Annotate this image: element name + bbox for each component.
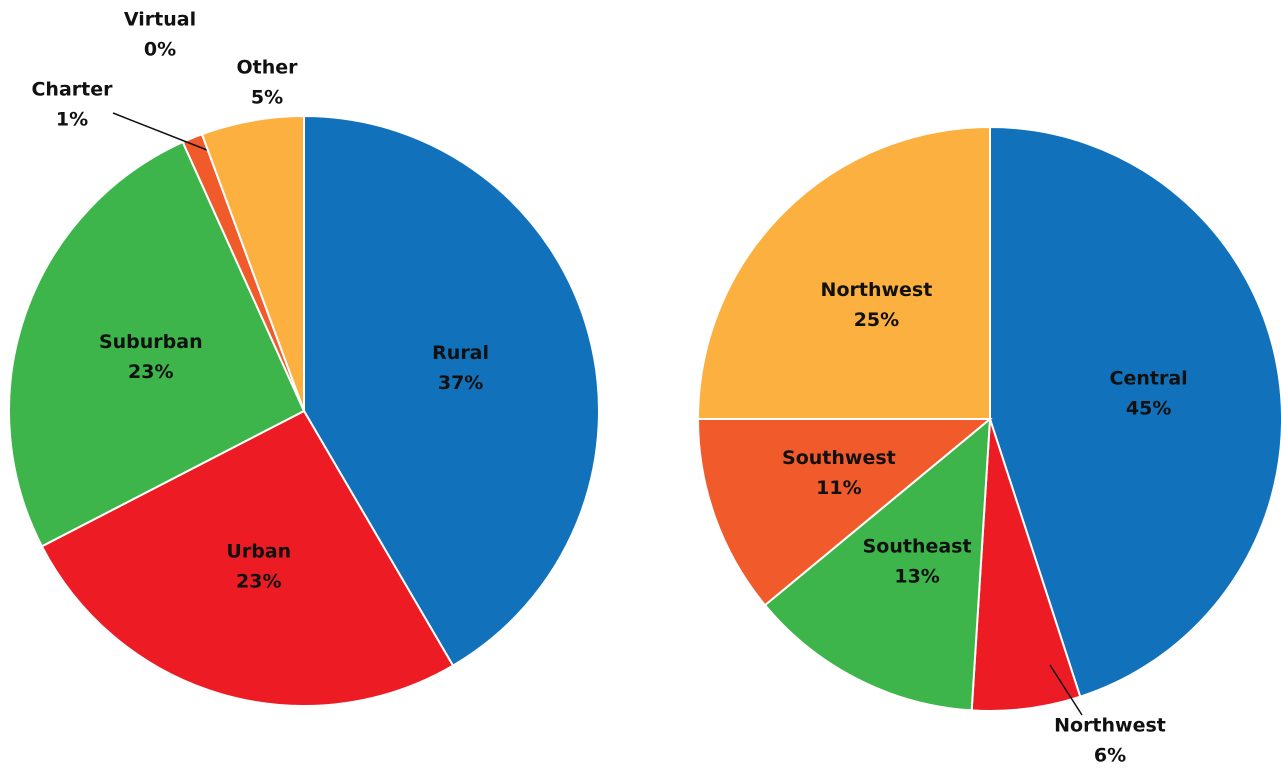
slice-label: Suburban: [99, 331, 203, 353]
slice-label: Northwest: [1054, 715, 1166, 737]
pie-slice: [763, 416, 992, 712]
slice-label: Northwest: [821, 279, 933, 301]
slice-value-label: 0%: [144, 39, 176, 61]
slice-value-label: 11%: [816, 477, 861, 499]
slice-value-label: 23%: [128, 361, 173, 383]
slice-label: Southwest: [782, 447, 896, 469]
slice-value-label: 23%: [236, 570, 281, 592]
pie-slice: [8, 140, 306, 548]
slice-label: Other: [236, 57, 298, 79]
pie-slice: [40, 409, 455, 707]
slice-label: Urban: [226, 540, 291, 562]
slice-label: Rural: [432, 342, 489, 364]
slice-value-label: 13%: [894, 566, 939, 588]
leader-line: [1049, 664, 1083, 716]
pie-slice: [989, 125, 1281, 698]
pie-slice: [696, 125, 991, 420]
slice-value-label: 6%: [1094, 745, 1126, 767]
slice-value-label: 25%: [854, 309, 899, 331]
slice-value-label: 1%: [56, 109, 88, 131]
slice-value-label: 45%: [1126, 397, 1171, 419]
slice-value-label: 37%: [438, 372, 483, 394]
slice-label: Southeast: [863, 536, 972, 558]
slice-label: Charter: [31, 79, 113, 101]
slice-label: Central: [1110, 367, 1188, 389]
slice-label: Virtual: [124, 9, 196, 31]
leader-line: [112, 112, 208, 151]
slice-value-label: 5%: [251, 87, 283, 109]
pie-slice: [303, 114, 600, 667]
pie-slice: [696, 418, 993, 607]
pie-slice: [200, 114, 305, 412]
